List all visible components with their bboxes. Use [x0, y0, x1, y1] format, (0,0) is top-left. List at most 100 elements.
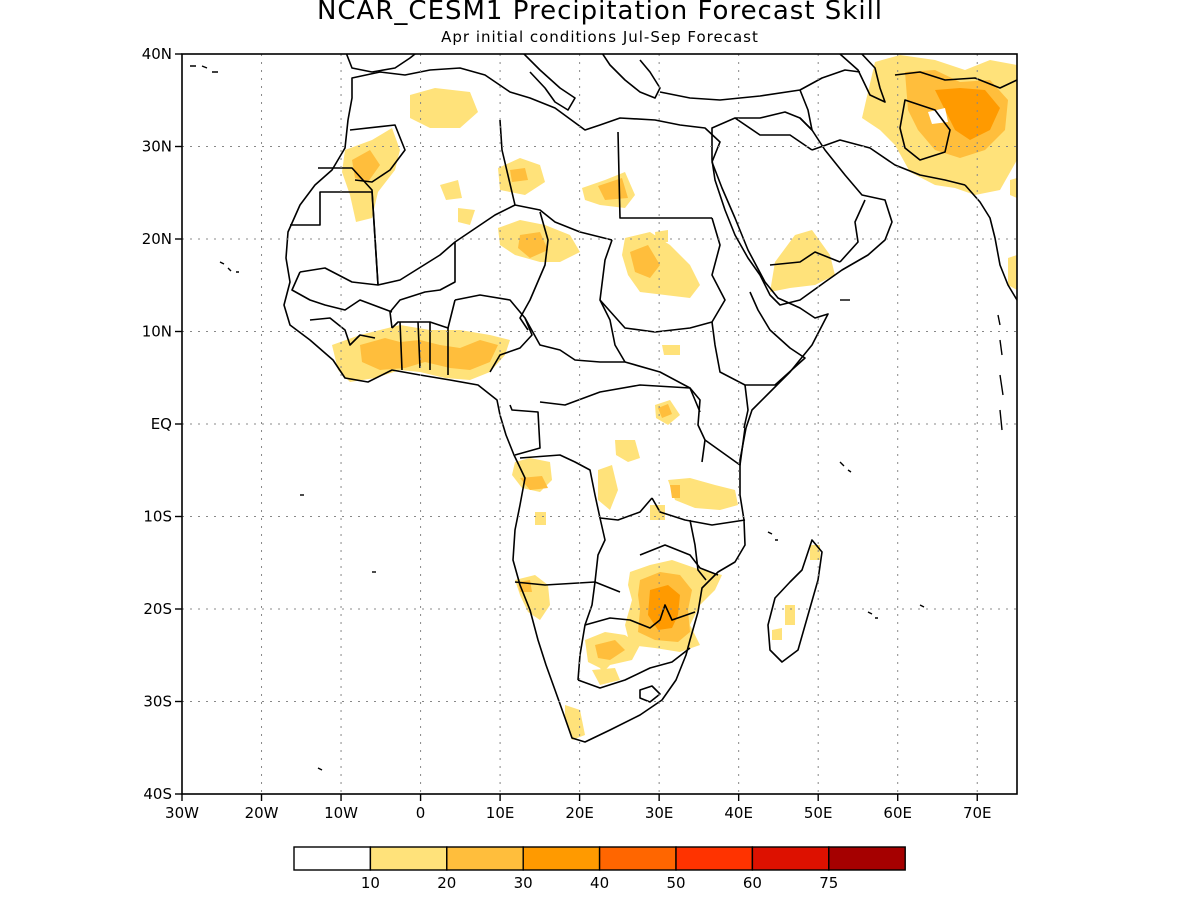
- skill-area-congo-south: [598, 465, 618, 510]
- border-angola-namibia: [514, 581, 621, 593]
- caspian-coastline: [839, 54, 886, 103]
- comoros: [767, 531, 778, 541]
- border-morocco-algeria: [349, 124, 406, 183]
- border-libya-egypt: [617, 131, 712, 219]
- lat-tick-label: 30S: [143, 693, 172, 711]
- color-bar-box: [598, 846, 677, 871]
- border-congo: [509, 404, 541, 456]
- lon-tick-label: 10W: [324, 804, 358, 822]
- cape-verde: [219, 261, 239, 273]
- islands: [190, 65, 1004, 771]
- color-bar-box: [522, 846, 601, 871]
- skill-area-niger-chad-core: [518, 232, 548, 258]
- skill-area-angola-coast-core: [520, 476, 548, 490]
- lon-tick-label: 70E: [963, 804, 992, 822]
- lon-tick-label: 20W: [245, 804, 279, 822]
- color-bar-label: 40: [590, 874, 609, 892]
- skill-area-central-asia-core: [935, 88, 1000, 140]
- border-ethiopia: [711, 291, 806, 386]
- longitude-axis: 30W 20W 10W 0 10E 20E 30E 40E 50E 60E 70E: [165, 794, 992, 822]
- border-niger: [389, 242, 456, 329]
- color-bar-label: 30: [514, 874, 533, 892]
- border-drc-angola: [519, 454, 653, 521]
- border-saudi-yemen: [769, 251, 841, 266]
- lon-tick-label: 50E: [804, 804, 833, 822]
- skill-area-south-africa: [592, 668, 620, 685]
- border-drc-zambia: [594, 517, 606, 583]
- lat-tick-label: EQ: [151, 415, 172, 433]
- border-nigeria: [454, 294, 533, 373]
- canary-islands: [190, 65, 218, 73]
- italy-coastline: [522, 54, 576, 111]
- afghan-border: [894, 71, 1017, 89]
- skill-area-botswana-core: [595, 640, 625, 660]
- lat-tick-label: 10S: [143, 508, 172, 526]
- india-coastline: [964, 184, 1017, 301]
- maldives: [997, 314, 1004, 431]
- skill-area-egypt-west-core: [598, 178, 628, 200]
- border-south-africa: [577, 647, 691, 689]
- iran-iraq-border: [799, 89, 813, 131]
- color-bar: 10 20 30 40 50 60 75: [293, 846, 906, 892]
- latitude-axis: 40N 30N 20N 10N EQ 10S 20S 30S 40S: [142, 45, 182, 803]
- border-kenya: [704, 427, 746, 466]
- skill-area-tanzania: [668, 478, 738, 510]
- color-bar-box: [293, 846, 372, 871]
- iran-coastline: [811, 139, 966, 186]
- color-bar-label: 10: [361, 874, 380, 892]
- skill-area-cape: [565, 705, 585, 740]
- lat-tick-label: 30N: [142, 138, 172, 156]
- skill-area-sudan-core: [630, 245, 660, 278]
- border-jordan-iraq: [734, 117, 813, 151]
- lon-tick-label: 30W: [165, 804, 199, 822]
- border-drc-uganda: [689, 387, 706, 463]
- color-bar-box: [369, 846, 448, 871]
- border-chad-sudan: [599, 239, 626, 363]
- skill-shading: [332, 55, 1017, 740]
- skill-area-malawi: [650, 505, 665, 520]
- skill-area-angola-interior: [535, 512, 546, 525]
- lat-tick-label: 20N: [142, 230, 172, 248]
- country-boundaries: [283, 54, 1017, 743]
- lat-tick-label: 40S: [143, 785, 172, 803]
- turkey-coastline: [659, 69, 861, 101]
- africa-coastline: [283, 67, 829, 743]
- skill-area-madagascar-south: [772, 628, 782, 640]
- skill-area-drc: [615, 440, 640, 462]
- color-bar-label: 20: [437, 874, 456, 892]
- pakistan-border: [899, 99, 951, 161]
- skill-area-algeria: [410, 88, 478, 128]
- skill-area-morocco-core: [352, 150, 380, 182]
- skill-area-madagascar: [785, 605, 795, 625]
- border-namibia-botswana: [577, 581, 596, 681]
- lon-tick-label: 30E: [645, 804, 674, 822]
- lat-tick-label: 40N: [142, 45, 172, 63]
- skill-area-sudan-east: [662, 345, 680, 355]
- color-bar-box: [675, 846, 754, 871]
- color-bar-label: 60: [743, 874, 762, 892]
- map-title: NCAR_CESM1 Precipitation Forecast Skill: [316, 0, 884, 26]
- border-somalia: [743, 384, 749, 429]
- skill-area-tanzania-lake: [670, 485, 680, 498]
- grid-lines: [182, 54, 1017, 794]
- color-bar-label: 75: [819, 874, 838, 892]
- border-zambia-mozambique: [639, 544, 719, 576]
- color-bar-box: [446, 846, 524, 871]
- border-west-africa-3: [291, 271, 393, 313]
- map-subtitle: Apr initial conditions Jul-Sep Forecast: [441, 28, 759, 46]
- skill-area-west-africa-core: [360, 338, 498, 370]
- lon-tick-label: 60E: [883, 804, 912, 822]
- reunion: [919, 604, 925, 608]
- lat-tick-label: 10N: [142, 323, 172, 341]
- skill-area-mozambique-north: [810, 545, 820, 560]
- balkans-coastline: [601, 54, 661, 99]
- lon-tick-label: 20E: [565, 804, 594, 822]
- border-guinea: [309, 317, 376, 346]
- border-cameroon-car: [524, 317, 701, 413]
- skill-area-great-lakes-core: [658, 404, 672, 418]
- lon-tick-label: 0: [416, 804, 426, 822]
- skill-area-libya-core: [510, 168, 528, 182]
- skill-area-sudan-north: [655, 230, 668, 242]
- lat-tick-label: 20S: [143, 600, 172, 618]
